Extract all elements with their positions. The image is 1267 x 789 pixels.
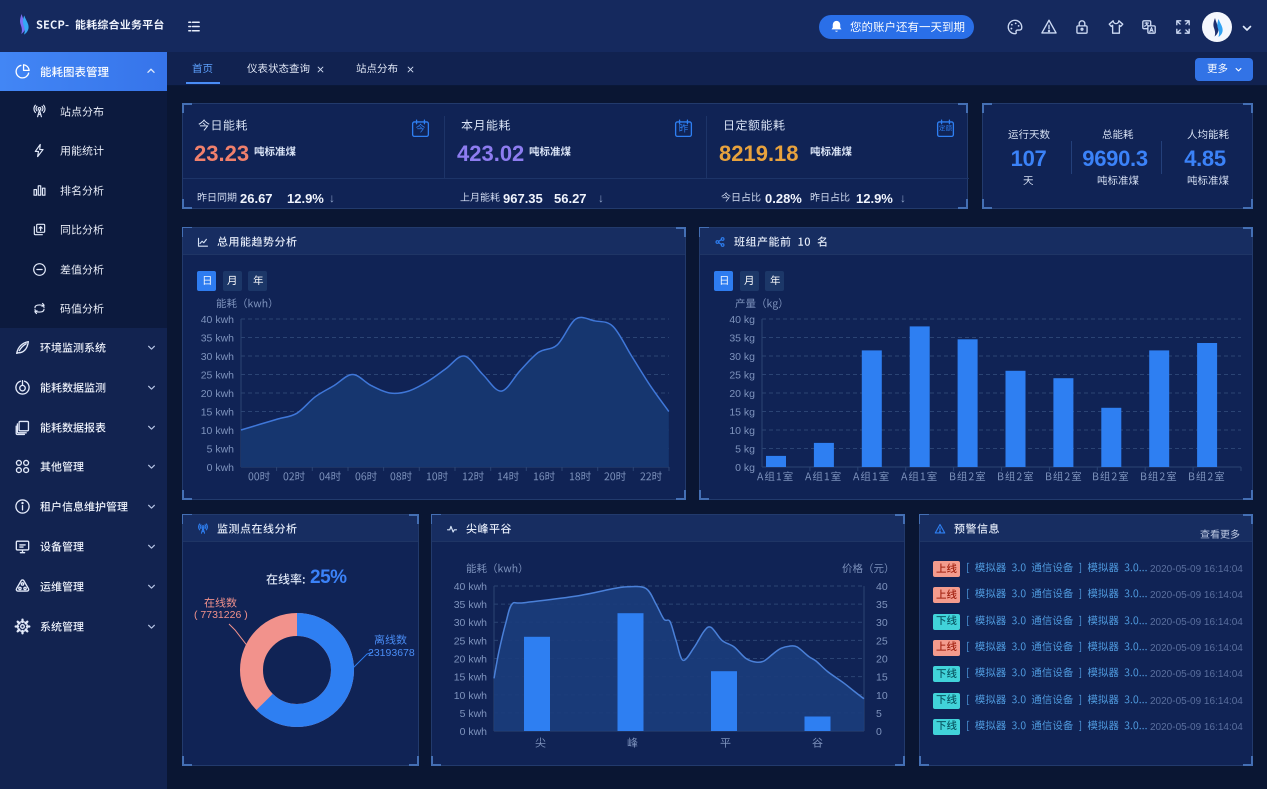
svg-text:40 kwh: 40 kwh bbox=[454, 581, 487, 593]
svg-text:15 kwh: 15 kwh bbox=[454, 672, 487, 684]
svg-text:0 kwh: 0 kwh bbox=[207, 462, 235, 474]
svg-text:20: 20 bbox=[876, 654, 888, 666]
svg-text:25: 25 bbox=[876, 635, 888, 647]
svg-text:30: 30 bbox=[876, 617, 888, 629]
svg-text:0 kwh: 0 kwh bbox=[460, 726, 488, 738]
svg-text:5 kwh: 5 kwh bbox=[460, 708, 488, 720]
svg-text:0: 0 bbox=[876, 726, 882, 738]
svg-text:40: 40 bbox=[876, 581, 888, 593]
svg-text:5 kwh: 5 kwh bbox=[207, 444, 235, 456]
svg-text:20 kwh: 20 kwh bbox=[201, 388, 234, 400]
svg-text:30 kwh: 30 kwh bbox=[454, 617, 487, 629]
svg-text:25 kwh: 25 kwh bbox=[454, 635, 487, 647]
svg-text:15 kg: 15 kg bbox=[729, 407, 755, 419]
svg-text:10 kwh: 10 kwh bbox=[454, 690, 487, 702]
svg-text:20 kg: 20 kg bbox=[729, 388, 755, 400]
svg-text:35: 35 bbox=[876, 599, 888, 611]
svg-text:25 kg: 25 kg bbox=[729, 370, 755, 382]
svg-text:35 kwh: 35 kwh bbox=[454, 599, 487, 611]
svg-text:40 kg: 40 kg bbox=[729, 314, 755, 326]
svg-text:10 kg: 10 kg bbox=[729, 425, 755, 437]
svg-text:15 kwh: 15 kwh bbox=[201, 407, 234, 419]
svg-text:25 kwh: 25 kwh bbox=[201, 370, 234, 382]
svg-text:30 kwh: 30 kwh bbox=[201, 351, 234, 363]
svg-text:10: 10 bbox=[876, 690, 888, 702]
svg-text:15: 15 bbox=[876, 672, 888, 684]
svg-text:0 kg: 0 kg bbox=[735, 462, 755, 474]
svg-text:5: 5 bbox=[876, 708, 882, 720]
svg-text:35 kg: 35 kg bbox=[729, 333, 755, 345]
svg-text:30 kg: 30 kg bbox=[729, 351, 755, 363]
svg-text:35 kwh: 35 kwh bbox=[201, 333, 234, 345]
svg-text:40 kwh: 40 kwh bbox=[201, 314, 234, 326]
svg-text:10 kwh: 10 kwh bbox=[201, 425, 234, 437]
svg-text:5 kg: 5 kg bbox=[735, 444, 755, 456]
svg-text:20 kwh: 20 kwh bbox=[454, 654, 487, 666]
